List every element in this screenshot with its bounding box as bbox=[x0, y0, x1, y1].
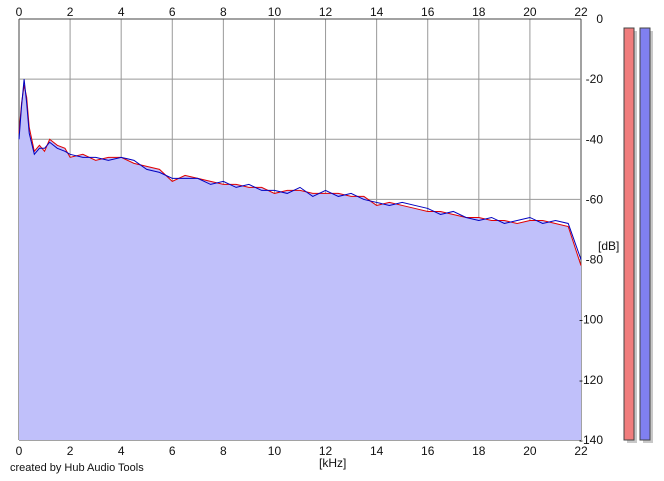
x-tick-label-bottom: 14 bbox=[370, 444, 384, 458]
x-tick-label-bottom: 0 bbox=[16, 444, 23, 458]
credit-text: created by Hub Audio Tools bbox=[10, 462, 144, 474]
x-tick-label-top: 0 bbox=[16, 5, 23, 19]
x-tick-label-bottom: 20 bbox=[523, 444, 537, 458]
x-tick-label-bottom: 8 bbox=[220, 444, 227, 458]
x-axis-title: [kHz] bbox=[319, 456, 346, 470]
level-meters bbox=[623, 27, 653, 443]
spectrum-fill-area bbox=[19, 85, 581, 441]
y-axis-title: [dB] bbox=[598, 239, 619, 253]
y-tick-label: -20 bbox=[586, 72, 604, 86]
y-tick-label: -60 bbox=[586, 192, 604, 206]
x-tick-label-top: 16 bbox=[421, 5, 435, 19]
x-tick-label-bottom: 4 bbox=[118, 444, 125, 458]
x-tick-label-top: 14 bbox=[370, 5, 384, 19]
y-tick-label: -80 bbox=[586, 253, 604, 267]
y-tick-label: -40 bbox=[586, 132, 604, 146]
x-tick-label-top: 8 bbox=[220, 5, 227, 19]
meter-left bbox=[623, 27, 635, 441]
x-tick-label-bottom: 2 bbox=[67, 444, 74, 458]
y-tick-label: -120 bbox=[579, 373, 603, 387]
x-tick-label-bottom: 12 bbox=[319, 444, 333, 458]
series-layer bbox=[18, 79, 582, 441]
x-tick-label-bottom: 16 bbox=[421, 444, 435, 458]
x-tick-label-top: 18 bbox=[472, 5, 486, 19]
x-tick-label-bottom: 6 bbox=[169, 444, 176, 458]
x-tick-label-top: 20 bbox=[523, 5, 537, 19]
x-tick-label-top: 6 bbox=[169, 5, 176, 19]
x-tick-label-bottom: 18 bbox=[472, 444, 486, 458]
x-tick-label-top: 22 bbox=[574, 5, 588, 19]
x-tick-label-bottom: 22 bbox=[574, 444, 588, 458]
series-line-right-channel bbox=[18, 79, 582, 260]
x-tick-label-top: 12 bbox=[319, 5, 333, 19]
meter-right bbox=[639, 27, 651, 441]
x-tick-label-top: 2 bbox=[67, 5, 74, 19]
y-tick-label: -100 bbox=[579, 313, 603, 327]
x-tick-label-top: 4 bbox=[118, 5, 125, 19]
y-tick-label: 0 bbox=[596, 12, 603, 26]
x-tick-label-bottom: 10 bbox=[268, 444, 282, 458]
x-tick-label-top: 10 bbox=[268, 5, 282, 19]
tick-labels: 002244668810101212141416161818202022220-… bbox=[16, 5, 604, 458]
y-tick-label: -140 bbox=[579, 433, 603, 447]
